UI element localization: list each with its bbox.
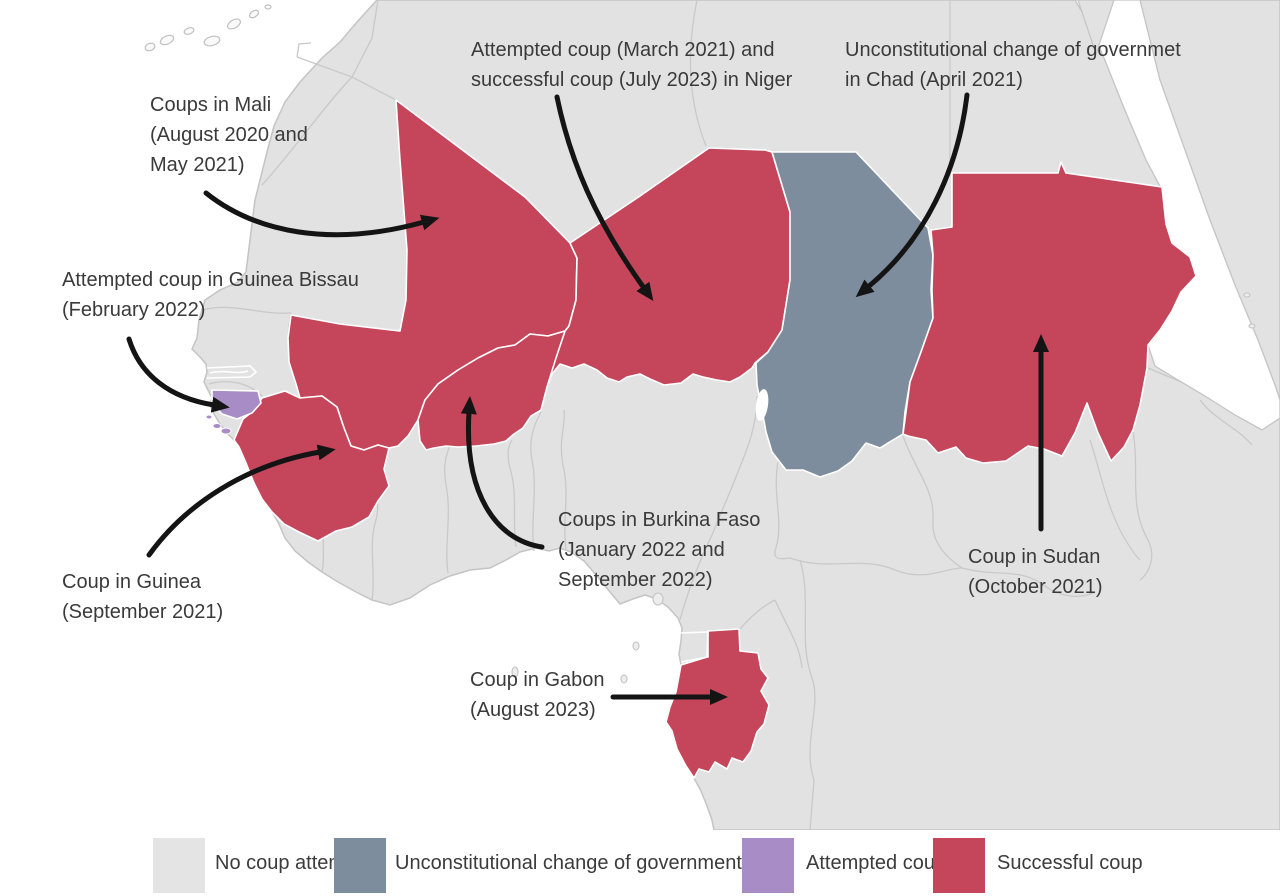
annotation-line: May 2021) [150,154,245,176]
annotation-line: Attempted coup (March 2021) and [471,39,775,61]
legend-label-no-coup: No coup attempt [215,851,362,874]
annotation-line: (October 2021) [968,576,1103,598]
legend-swatch-successful [933,838,985,893]
red-sea [1060,0,1280,431]
annotation-line: in Chad (April 2021) [845,69,1023,91]
annotation-line: (January 2022 and [558,539,725,561]
annotation-line: Unconstitutional change of governmet [845,39,1181,61]
annotation-guinea: Coup in Guinea (September 2021) [62,567,223,627]
gulf-islands [511,292,1256,684]
arrow-guinea-bissau [126,336,230,413]
legend-swatch-no-coup [153,838,205,893]
lake-chad [755,389,769,421]
annotation-gabon: Coup in Gabon (August 2023) [470,665,605,725]
bioko-island [652,592,664,606]
annobon-island [511,666,519,678]
equatorial-guinea-border [680,631,709,663]
annotation-line: Coup in Sudan [968,546,1101,568]
annotation-line: Coups in Mali [150,94,272,116]
annotation-line: (August 2023) [470,699,596,721]
annotation-line: successful coup (July 2023) in Niger [471,69,793,91]
red-sea-islet-1 [1243,292,1251,298]
arrow-burkina-faso [460,396,545,550]
sinai-peninsula [1077,0,1115,56]
canary-islands [144,4,272,52]
annotation-line: Coup in Gabon [470,669,605,691]
legend-swatch-attempted [742,838,794,893]
annotation-line: (September 2021) [62,601,224,623]
gambia-border [206,365,258,379]
annotation-guinea-bissau: Attempted coup in Guinea Bissau (Februar… [62,265,359,325]
annotation-chad: Unconstitutional change of governmet in … [845,35,1181,95]
gambia-river [209,370,249,374]
legend-label-unconstitutional: Unconstitutional change of government [395,851,742,874]
sao-tome-island [620,674,628,684]
arrow-chad [855,92,970,298]
principe-island [632,641,640,651]
annotation-line: September 2022) [558,569,713,591]
legend-swatch-unconstitutional [334,838,386,893]
legend: No coup attempt Unconstitutional change … [0,830,1280,896]
arrow-guinea [146,444,336,558]
annotation-niger: Attempted coup (March 2021) and successf… [471,35,792,95]
legend-label-successful: Successful coup [997,851,1143,874]
annotation-arrows [126,92,1049,705]
arrow-niger [554,94,654,301]
arrow-mali [203,190,440,238]
annotation-sudan: Coup in Sudan (October 2021) [968,542,1103,602]
annotation-line: (February 2022) [62,299,206,321]
white-borders [206,365,709,663]
bijagos-islands [205,414,232,435]
legend-label-attempted: Attempted coup [806,851,947,874]
annotation-line: (August 2020 and [150,124,308,146]
country-guinea [233,390,390,542]
highlighted-countries [205,99,1197,779]
annotation-line: Coup in Guinea [62,571,201,593]
red-sea-islet-2 [1248,323,1256,329]
annotation-mali: Coups in Mali (August 2020 and May 2021) [150,90,308,180]
annotation-line: Attempted coup in Guinea Bissau [62,269,359,291]
country-sudan [902,161,1197,464]
africa-map [126,0,1280,830]
country-burkina-faso [417,330,566,451]
annotation-line: Coups in Burkina Faso [558,509,761,531]
annotation-burkina-faso: Coups in Burkina Faso (January 2022 and … [558,505,760,595]
